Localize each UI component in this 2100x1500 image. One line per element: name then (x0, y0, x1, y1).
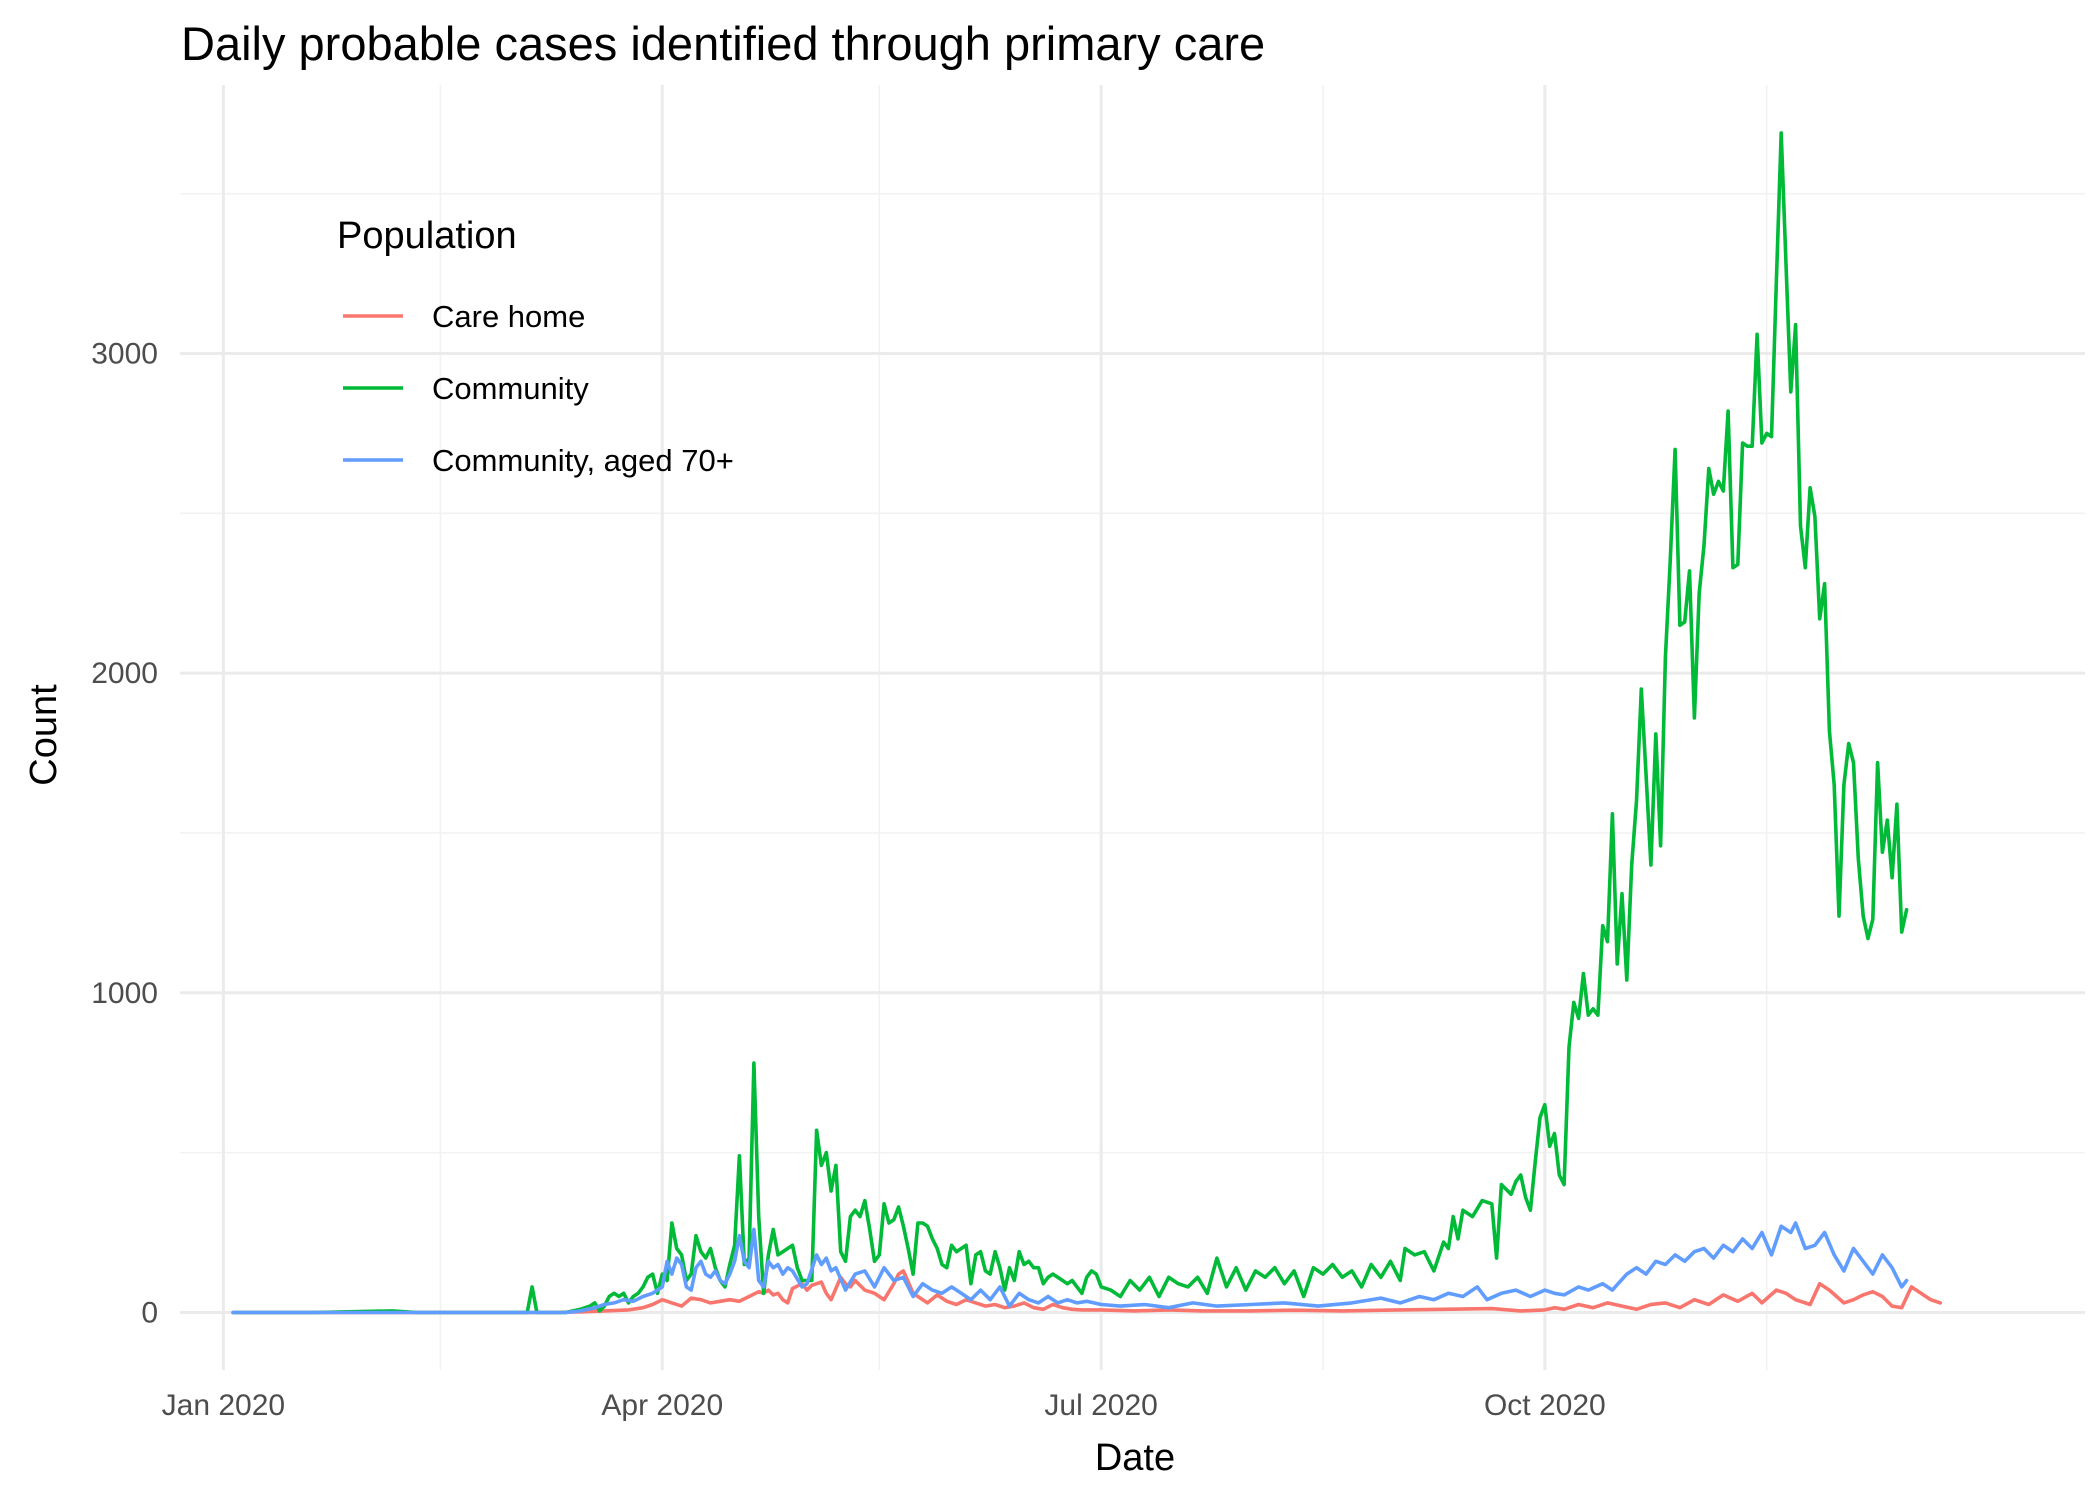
series-line-0 (231, 1269, 1943, 1315)
x-axis-title: Date (1095, 1437, 1175, 1479)
legend-title: Population (337, 215, 517, 257)
legend: Population Care home Community Community, … (337, 215, 734, 478)
series-line-1 (231, 131, 1909, 1315)
y-tick-label: 0 (141, 1296, 158, 1329)
minor-gridlines (180, 85, 2085, 1370)
major-gridlines (180, 85, 2085, 1370)
x-axis-tick-labels: Jan 2020 Apr 2020 Jul 2020 Oct 2020 (162, 1389, 1606, 1422)
chart-title: Daily probable cases identified through … (181, 17, 1265, 70)
legend-items: Care home Community Community, aged 70+ (343, 299, 734, 478)
x-tick-label: Jan 2020 (162, 1389, 285, 1422)
y-tick-label: 2000 (91, 657, 158, 690)
y-tick-label: 3000 (91, 338, 158, 371)
y-axis-title: Count (23, 684, 65, 786)
x-tick-label: Oct 2020 (1484, 1389, 1606, 1422)
y-tick-label: 1000 (91, 977, 158, 1010)
legend-label-2: Community, aged 70+ (432, 443, 734, 478)
x-tick-label: Jul 2020 (1044, 1389, 1157, 1422)
x-tick-label: Apr 2020 (601, 1389, 723, 1422)
y-axis-tick-labels: 0 1000 2000 3000 (91, 338, 158, 1330)
legend-label-1: Community (432, 371, 589, 406)
series-line-2 (231, 1221, 1909, 1315)
series-lines (231, 131, 1943, 1315)
legend-label-0: Care home (432, 299, 585, 334)
